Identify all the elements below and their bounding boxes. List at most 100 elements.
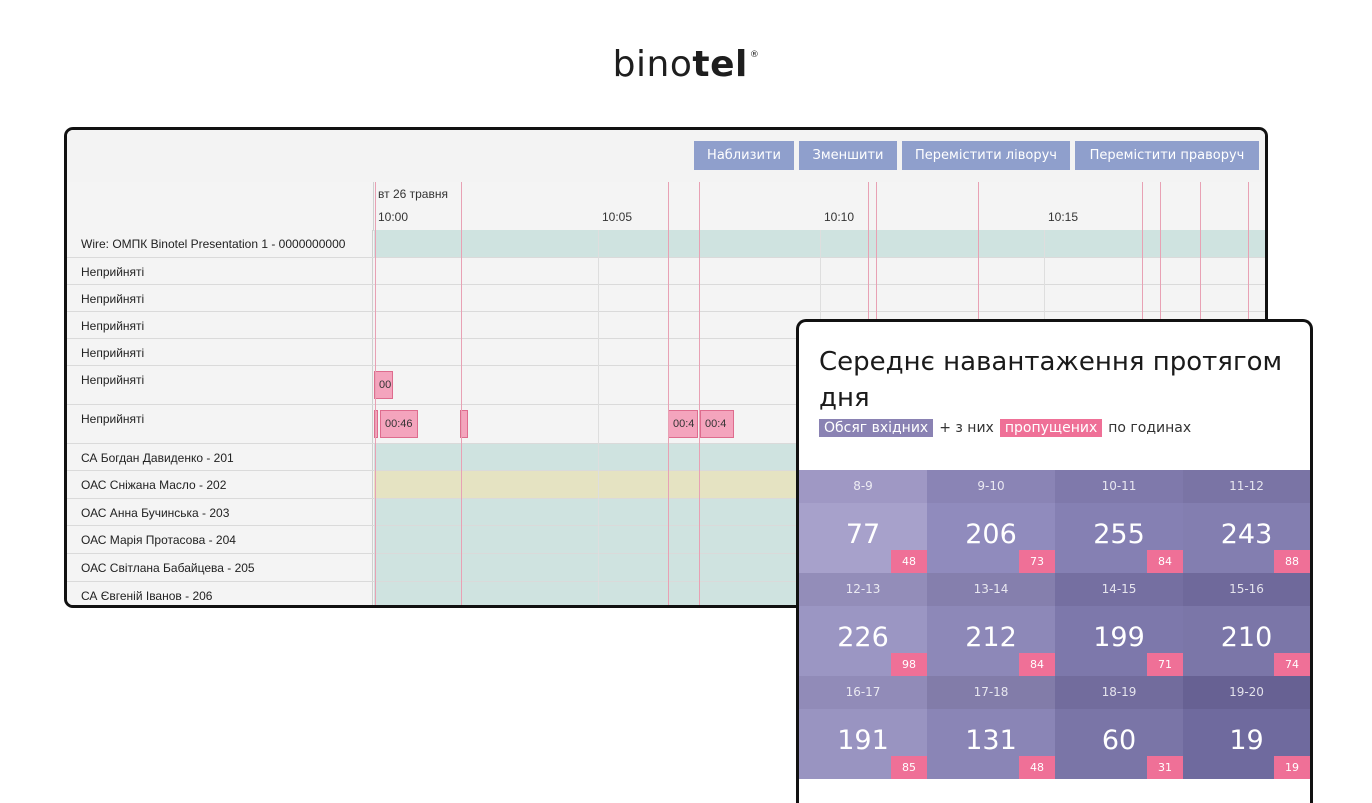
- hour-cell: 19-20 19 19: [1183, 676, 1310, 779]
- incoming-count: 212: [965, 622, 1017, 653]
- hour-cell: 17-18 131 48: [927, 676, 1055, 779]
- row-label: ОАС Світлана Бабайцева - 205: [67, 554, 373, 581]
- hour-range-label: 8-9: [799, 470, 927, 503]
- missed-count-badge: 71: [1147, 653, 1183, 676]
- hour-range-label: 15-16: [1183, 573, 1310, 606]
- timeline-row[interactable]: Wire: ОМПК Binotel Presentation 1 - 0000…: [67, 230, 1265, 258]
- time-label-1005: 10:05: [602, 210, 633, 224]
- hour-cell: 10-11 255 84: [1055, 470, 1183, 573]
- hour-cell: 18-19 60 31: [1055, 676, 1183, 779]
- grid-line: [598, 230, 599, 605]
- row-label: ОАС Сніжана Масло - 202: [67, 471, 373, 498]
- legend-incoming: Обсяг вхідних: [819, 419, 934, 437]
- row-label: ОАС Марія Протасова - 204: [67, 526, 373, 553]
- missed-count-badge: 48: [1019, 756, 1055, 779]
- incoming-count: 19: [1229, 725, 1264, 756]
- hour-range-label: 19-20: [1183, 676, 1310, 709]
- legend-end: по годинах: [1108, 420, 1192, 436]
- zoom-out-button[interactable]: Зменшити: [799, 141, 897, 170]
- timeline-toolbar: Наблизити Зменшити Перемістити ліворуч П…: [67, 130, 1265, 183]
- date-label: вт 26 травня: [378, 187, 448, 201]
- missed-count-badge: 48: [891, 550, 927, 573]
- logo-thin-part: bino: [612, 44, 693, 85]
- move-left-button[interactable]: Перемістити ліворуч: [902, 141, 1070, 170]
- timeline-row[interactable]: Неприйняті: [67, 258, 1265, 285]
- incoming-count: 206: [965, 519, 1017, 550]
- incoming-count: 191: [837, 725, 889, 756]
- missed-count-badge: 73: [1019, 550, 1055, 573]
- logo-bold-part: tel: [692, 44, 748, 85]
- missed-count-badge: 88: [1274, 550, 1310, 573]
- time-label-1015: 10:15: [1048, 210, 1079, 224]
- hour-range-label: 9-10: [927, 470, 1055, 503]
- missed-call-block[interactable]: [374, 410, 378, 438]
- missed-count-badge: 84: [1147, 550, 1183, 573]
- legend-missed: пропущених: [999, 419, 1103, 437]
- call-marker-line: [699, 182, 700, 605]
- time-label-1000: 10:00: [378, 210, 409, 224]
- zoom-in-button[interactable]: Наблизити: [694, 141, 794, 170]
- legend-mid: + з них: [939, 420, 994, 436]
- incoming-count: 243: [1220, 519, 1273, 550]
- hour-range-label: 17-18: [927, 676, 1055, 709]
- hour-cell: 12-13 226 98: [799, 573, 927, 676]
- hour-range-label: 10-11: [1055, 470, 1183, 503]
- missed-call-block[interactable]: 00:46: [380, 410, 418, 438]
- missed-count-badge: 84: [1019, 653, 1055, 676]
- row-track: [374, 230, 1265, 257]
- row-label: Неприйняті: [67, 285, 373, 311]
- row-label: СА Євгеній Іванов - 206: [67, 582, 373, 605]
- incoming-count: 131: [965, 725, 1017, 756]
- incoming-count: 60: [1101, 725, 1137, 756]
- time-label-1010: 10:10: [824, 210, 855, 224]
- row-label: Неприйняті: [67, 339, 373, 365]
- incoming-count: 255: [1093, 519, 1145, 550]
- daily-load-card: Середнє навантаження протягом дня Обсяг …: [796, 319, 1313, 803]
- timeline-row[interactable]: Неприйняті: [67, 285, 1265, 312]
- missed-call-block[interactable]: 00:4: [700, 410, 734, 438]
- row-label: Неприйняті: [67, 405, 373, 443]
- hour-range-label: 18-19: [1055, 676, 1183, 709]
- hour-cell: 11-12 243 88: [1183, 470, 1310, 573]
- incoming-count: 210: [1220, 622, 1273, 653]
- row-label: Wire: ОМПК Binotel Presentation 1 - 0000…: [67, 230, 373, 257]
- hour-range-label: 14-15: [1055, 573, 1183, 606]
- hour-range-label: 16-17: [799, 676, 927, 709]
- hour-range-label: 12-13: [799, 573, 927, 606]
- hour-cell: 9-10 206 73: [927, 470, 1055, 573]
- hour-cell: 8-9 77 48: [799, 470, 927, 573]
- missed-count-badge: 98: [891, 653, 927, 676]
- row-track: [374, 285, 1265, 311]
- missed-count-badge: 85: [891, 756, 927, 779]
- call-marker-line: [668, 182, 669, 605]
- hour-range-label: 13-14: [927, 573, 1055, 606]
- label-column-header: [67, 182, 374, 230]
- call-marker-line: [461, 182, 462, 605]
- incoming-count: 77: [845, 519, 881, 550]
- missed-count-badge: 74: [1274, 653, 1310, 676]
- hour-range-label: 11-12: [1183, 470, 1310, 503]
- card-legend: Обсяг вхідних + з них пропущених по годинах: [819, 419, 1197, 437]
- incoming-count: 226: [837, 622, 889, 653]
- missed-count-badge: 19: [1274, 756, 1310, 779]
- row-label: Неприйняті: [67, 312, 373, 338]
- hour-cell: 15-16 210 74: [1183, 573, 1310, 676]
- missed-call-block[interactable]: 00:4: [668, 410, 698, 438]
- binotel-logo: binotel ®: [0, 44, 1372, 85]
- move-right-button[interactable]: Перемістити праворуч: [1075, 141, 1259, 170]
- hour-cell: 14-15 199 71: [1055, 573, 1183, 676]
- missed-count-badge: 31: [1147, 756, 1183, 779]
- row-label: ОАС Анна Бучинська - 203: [67, 499, 373, 525]
- row-track: [374, 258, 1265, 284]
- row-label: СА Богдан Давиденко - 201: [67, 444, 373, 470]
- missed-call-block[interactable]: 00: [374, 371, 393, 399]
- missed-call-block[interactable]: [460, 410, 468, 438]
- row-label: Неприйняті: [67, 258, 373, 284]
- logo-registered-mark: ®: [749, 50, 760, 60]
- card-title: Середнє навантаження протягом дня: [819, 347, 1283, 413]
- hour-cell: 13-14 212 84: [927, 573, 1055, 676]
- call-marker-line: [375, 182, 376, 605]
- timeline-header: вт 26 травня 10:00 10:05 10:10 10:15: [67, 182, 1265, 231]
- hour-cell: 16-17 191 85: [799, 676, 927, 779]
- row-label: Неприйняті: [67, 366, 373, 404]
